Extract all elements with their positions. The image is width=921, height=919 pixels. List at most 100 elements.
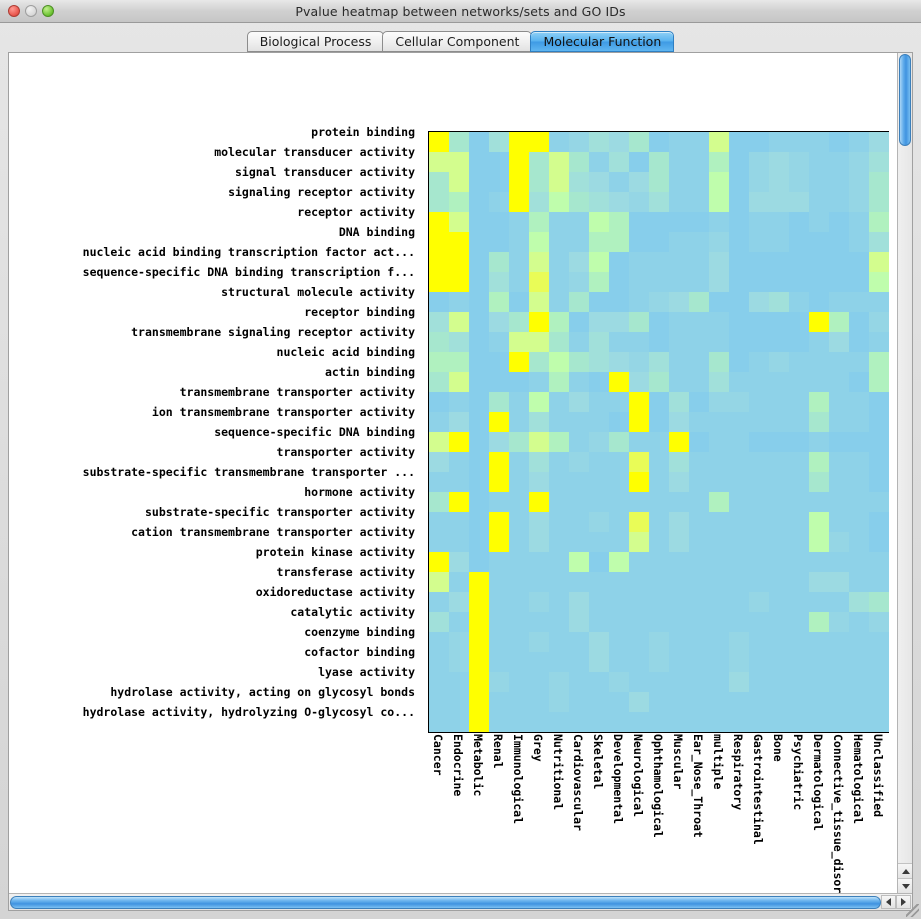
heatmap-cell[interactable]: [469, 192, 489, 212]
heatmap-cell[interactable]: [629, 552, 649, 572]
heatmap-cell[interactable]: [489, 352, 509, 372]
heatmap-cell[interactable]: [729, 652, 749, 672]
heatmap-cell[interactable]: [729, 492, 749, 512]
heatmap-cell[interactable]: [789, 272, 809, 292]
heatmap-cell[interactable]: [529, 392, 549, 412]
heatmap-cell[interactable]: [649, 672, 669, 692]
heatmap-cell[interactable]: [509, 692, 529, 712]
heatmap-cell[interactable]: [669, 172, 689, 192]
heatmap-cell[interactable]: [709, 652, 729, 672]
heatmap-cell[interactable]: [429, 232, 449, 252]
heatmap-cell[interactable]: [869, 212, 889, 232]
heatmap-cell[interactable]: [709, 492, 729, 512]
heatmap-cell[interactable]: [709, 632, 729, 652]
heatmap-cell[interactable]: [609, 692, 629, 712]
heatmap-cell[interactable]: [629, 512, 649, 532]
heatmap-cell[interactable]: [809, 592, 829, 612]
close-button[interactable]: [8, 5, 20, 17]
tab-cellular-component[interactable]: Cellular Component: [382, 31, 533, 52]
heatmap-cell[interactable]: [649, 692, 669, 712]
heatmap-cell[interactable]: [589, 192, 609, 212]
heatmap-cell[interactable]: [429, 672, 449, 692]
heatmap-cell[interactable]: [429, 212, 449, 232]
heatmap-cell[interactable]: [829, 212, 849, 232]
heatmap-cell[interactable]: [429, 172, 449, 192]
heatmap-cell[interactable]: [769, 672, 789, 692]
heatmap-cell[interactable]: [469, 572, 489, 592]
heatmap-cell[interactable]: [669, 692, 689, 712]
heatmap-cell[interactable]: [589, 652, 609, 672]
heatmap-cell[interactable]: [809, 632, 829, 652]
heatmap-cell[interactable]: [429, 472, 449, 492]
heatmap-cell[interactable]: [549, 452, 569, 472]
heatmap-cell[interactable]: [529, 472, 549, 492]
heatmap-cell[interactable]: [829, 712, 849, 732]
heatmap-cell[interactable]: [709, 412, 729, 432]
heatmap-cell[interactable]: [429, 492, 449, 512]
heatmap-cell[interactable]: [549, 192, 569, 212]
heatmap-cell[interactable]: [429, 392, 449, 412]
heatmap-cell[interactable]: [469, 532, 489, 552]
heatmap-cell[interactable]: [789, 592, 809, 612]
heatmap-cell[interactable]: [809, 452, 829, 472]
heatmap-cell[interactable]: [609, 392, 629, 412]
heatmap-cell[interactable]: [769, 192, 789, 212]
heatmap-cell[interactable]: [589, 532, 609, 552]
heatmap-cell[interactable]: [709, 692, 729, 712]
heatmap-cell[interactable]: [789, 432, 809, 452]
heatmap-cell[interactable]: [529, 692, 549, 712]
heatmap-cell[interactable]: [669, 152, 689, 172]
heatmap-cell[interactable]: [529, 452, 549, 472]
heatmap-cell[interactable]: [809, 212, 829, 232]
heatmap-cell[interactable]: [649, 572, 669, 592]
heatmap-cell[interactable]: [849, 712, 869, 732]
heatmap-cell[interactable]: [529, 292, 549, 312]
heatmap-cell[interactable]: [749, 352, 769, 372]
heatmap-cell[interactable]: [789, 712, 809, 732]
heatmap-cell[interactable]: [569, 332, 589, 352]
heatmap-cell[interactable]: [749, 312, 769, 332]
heatmap-cell[interactable]: [649, 372, 669, 392]
heatmap-cell[interactable]: [769, 452, 789, 472]
heatmap-cell[interactable]: [769, 252, 789, 272]
heatmap-cell[interactable]: [629, 372, 649, 392]
heatmap-cell[interactable]: [489, 532, 509, 552]
heatmap-cell[interactable]: [569, 632, 589, 652]
heatmap-cell[interactable]: [449, 372, 469, 392]
heatmap-cell[interactable]: [689, 672, 709, 692]
heatmap-cell[interactable]: [689, 612, 709, 632]
heatmap-cell[interactable]: [729, 332, 749, 352]
heatmap-cell[interactable]: [649, 252, 669, 272]
heatmap-cell[interactable]: [509, 412, 529, 432]
heatmap-cell[interactable]: [429, 612, 449, 632]
heatmap-cell[interactable]: [689, 432, 709, 452]
heatmap-cell[interactable]: [809, 552, 829, 572]
heatmap-cell[interactable]: [689, 412, 709, 432]
heatmap-cell[interactable]: [829, 572, 849, 592]
heatmap-cell[interactable]: [449, 712, 469, 732]
heatmap-cell[interactable]: [709, 432, 729, 452]
heatmap-cell[interactable]: [569, 492, 589, 512]
heatmap-cell[interactable]: [689, 352, 709, 372]
heatmap-cell[interactable]: [869, 312, 889, 332]
heatmap-cell[interactable]: [489, 372, 509, 392]
heatmap-cell[interactable]: [869, 292, 889, 312]
heatmap-cell[interactable]: [789, 212, 809, 232]
heatmap-cell[interactable]: [749, 392, 769, 412]
heatmap-cell[interactable]: [709, 352, 729, 372]
heatmap-cell[interactable]: [789, 672, 809, 692]
heatmap-cell[interactable]: [729, 312, 749, 332]
heatmap-cell[interactable]: [569, 192, 589, 212]
heatmap-cell[interactable]: [809, 392, 829, 412]
heatmap-cell[interactable]: [629, 172, 649, 192]
heatmap-cell[interactable]: [649, 532, 669, 552]
heatmap-cell[interactable]: [809, 152, 829, 172]
heatmap-cell[interactable]: [449, 212, 469, 232]
heatmap-cell[interactable]: [649, 652, 669, 672]
heatmap-cell[interactable]: [629, 632, 649, 652]
heatmap-cell[interactable]: [849, 392, 869, 412]
heatmap-cell[interactable]: [669, 392, 689, 412]
heatmap-cell[interactable]: [629, 312, 649, 332]
heatmap-cell[interactable]: [449, 552, 469, 572]
heatmap-cell[interactable]: [729, 132, 749, 152]
